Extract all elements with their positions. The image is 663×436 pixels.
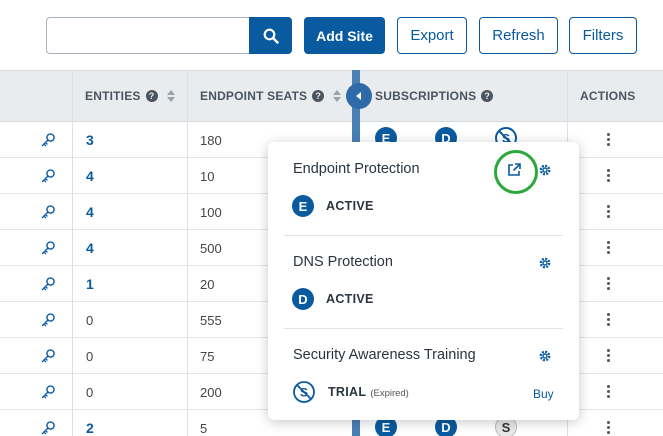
endpoint-protection-title: Endpoint Protection <box>293 161 420 177</box>
subscriptions-header: SUBSCRIPTIONS ? <box>375 71 494 121</box>
kebab-icon[interactable] <box>607 169 611 182</box>
help-icon[interactable]: ? <box>481 90 494 102</box>
dns-badge[interactable]: D <box>435 416 457 436</box>
actions-header-label: ACTIONS <box>580 89 636 103</box>
dns-status-text: ACTIVE <box>326 292 374 306</box>
kebab-icon[interactable] <box>607 277 611 290</box>
dns-protection-title: DNS Protection <box>293 254 393 270</box>
table-header: ENTITIES ? ENDPOINT SEATS ? SUBSCRIPTION… <box>0 70 663 122</box>
search-button[interactable] <box>249 17 292 54</box>
entities-cell[interactable]: 3 <box>86 132 94 148</box>
kebab-icon[interactable] <box>607 349 611 362</box>
endpoint-seats-cell: 555 <box>200 312 222 328</box>
sat-status-text: TRIAL (Expired) <box>328 385 409 399</box>
key-icon[interactable] <box>40 348 56 369</box>
subscriptions-header-label: SUBSCRIPTIONS <box>375 89 477 103</box>
gear-icon[interactable] <box>538 163 552 177</box>
actions-header: ACTIONS <box>580 71 635 121</box>
highlight-ring <box>494 150 538 194</box>
kebab-icon[interactable] <box>607 385 611 398</box>
endpoint-status-text: ACTIVE <box>326 199 374 213</box>
collapse-handle[interactable] <box>346 83 372 109</box>
buy-link[interactable]: Buy <box>533 387 554 401</box>
collapse-arrow-icon <box>356 92 361 100</box>
endpoint-seats-header[interactable]: ENDPOINT SEATS ? <box>200 71 342 121</box>
divider <box>284 235 563 236</box>
no-training-icon: S <box>293 381 315 403</box>
endpoint-seats-cell: 5 <box>200 420 208 436</box>
endpoint-seats-cell: 75 <box>200 348 215 364</box>
search-input[interactable] <box>46 17 250 54</box>
entities-header-label: ENTITIES <box>85 89 141 103</box>
key-icon[interactable] <box>40 420 56 436</box>
entities-cell[interactable]: 2 <box>86 420 94 436</box>
sort-icon[interactable] <box>333 90 342 102</box>
help-icon[interactable]: ? <box>312 90 325 102</box>
key-icon[interactable] <box>40 240 56 261</box>
filters-button[interactable]: Filters <box>569 17 637 54</box>
sat-status-note: (Expired) <box>370 388 409 399</box>
column-divider <box>187 70 188 436</box>
entities-cell: 0 <box>86 384 94 400</box>
add-site-button[interactable]: Add Site <box>304 17 385 54</box>
endpoint-seats-cell: 100 <box>200 204 222 220</box>
security-awareness-title: Security Awareness Training <box>293 347 476 363</box>
key-icon[interactable] <box>40 168 56 189</box>
endpoint-seats-cell: 180 <box>200 132 222 148</box>
subscription-popover: Endpoint Protection E ACTIVE DNS Protect… <box>268 142 579 420</box>
sat-status: S TRIAL(Expired) <box>292 380 409 404</box>
kebab-icon[interactable] <box>607 313 611 326</box>
dns-status: D ACTIVE <box>292 288 374 310</box>
kebab-icon[interactable] <box>607 421 611 434</box>
endpoint-seats-header-label: ENDPOINT SEATS <box>200 89 308 103</box>
export-button[interactable]: Export <box>397 17 467 54</box>
key-icon[interactable] <box>40 204 56 225</box>
kebab-icon[interactable] <box>607 241 611 254</box>
entities-cell[interactable]: 4 <box>86 168 94 184</box>
endpoint-status: E ACTIVE <box>292 195 374 217</box>
refresh-button[interactable]: Refresh <box>479 17 558 54</box>
endpoint-seats-cell: 20 <box>200 276 215 292</box>
dns-badge: D <box>292 288 314 310</box>
sort-icon[interactable] <box>166 90 175 102</box>
key-icon[interactable] <box>40 132 56 153</box>
entities-header[interactable]: ENTITIES ? <box>85 71 175 121</box>
entities-cell[interactable]: 1 <box>86 276 94 292</box>
endpoint-seats-cell: 10 <box>200 168 215 184</box>
key-icon[interactable] <box>40 276 56 297</box>
help-icon[interactable]: ? <box>145 90 158 102</box>
kebab-icon[interactable] <box>607 205 611 218</box>
entities-cell: 0 <box>86 348 94 364</box>
sat-status-value: TRIAL <box>328 385 367 399</box>
kebab-icon[interactable] <box>607 133 611 146</box>
gear-icon[interactable] <box>538 349 552 363</box>
entities-cell[interactable]: 4 <box>86 240 94 256</box>
entities-cell[interactable]: 4 <box>86 204 94 220</box>
endpoint-seats-cell: 500 <box>200 240 222 256</box>
gear-icon[interactable] <box>538 256 552 270</box>
key-icon[interactable] <box>40 384 56 405</box>
endpoint-badge: E <box>292 195 314 217</box>
divider <box>284 328 563 329</box>
column-divider <box>72 70 73 436</box>
toolbar: Add Site Export Refresh Filters <box>0 0 663 70</box>
search-icon <box>263 28 279 44</box>
endpoint-seats-cell: 200 <box>200 384 222 400</box>
entities-cell: 0 <box>86 312 94 328</box>
endpoint-badge[interactable]: E <box>375 416 397 436</box>
key-icon[interactable] <box>40 312 56 333</box>
